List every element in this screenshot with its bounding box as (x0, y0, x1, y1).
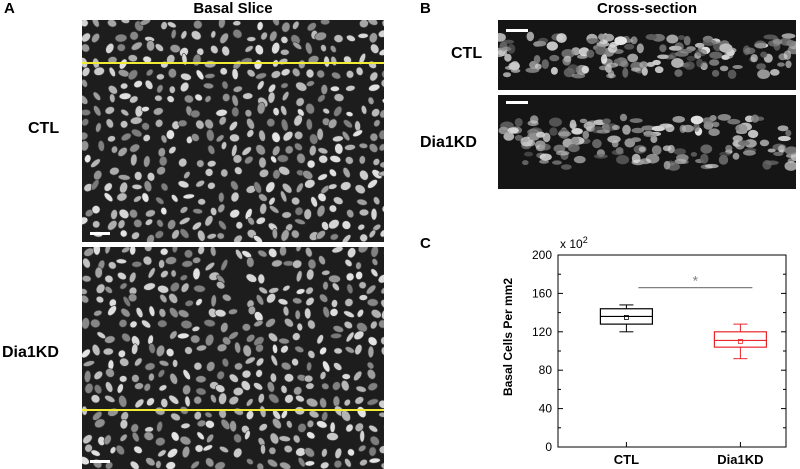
panel-letter-a: A (4, 0, 15, 17)
basal-cells-box-plot: 0 40 80 120 160 200 CTL Dia1KD * Basal Cells P… (501, 235, 787, 467)
mean-marker-ctl (623, 315, 629, 320)
y-axis-label: Basal Cells Per mm2 (501, 278, 515, 396)
significance-asterisk: * (693, 273, 699, 289)
panel-a-row-label-ctl: CTL (28, 120, 60, 137)
panel-letter-b: B (420, 0, 431, 17)
y-tick-label-40: 40 (539, 402, 553, 416)
y-axis-multiplier-base: x 10 (560, 237, 583, 251)
cross-section-dia1kd-scale-bar (506, 101, 528, 104)
basal-slice-dia1kd-guide-line (82, 409, 384, 411)
basal-slice-dia1kd-nuclei (82, 247, 384, 469)
panel-letter-c: C (420, 235, 431, 252)
y-tick-label-120: 120 (532, 325, 552, 339)
mean-marker-dia1kd (737, 339, 743, 344)
basal-slice-dia1kd-scale-bar (90, 460, 110, 463)
cross-section-ctl-nuclei (498, 31, 796, 79)
cross-section-image-ctl (498, 20, 796, 90)
panel-b-row-label-dia1kd: Dia1KD (420, 134, 477, 151)
basal-slice-image-ctl (82, 20, 384, 242)
basal-slice-ctl-scale-bar (90, 232, 110, 235)
panel-b-title: Cross-section (596, 0, 698, 17)
cross-section-dia1kd-nuclei (498, 113, 796, 171)
cross-section-image-dia1kd (498, 95, 796, 189)
panel-a-row-label-dia1kd: Dia1KD (2, 344, 59, 361)
basal-slice-image-dia1kd (82, 247, 384, 469)
y-tick-label-200: 200 (532, 248, 552, 262)
plot-frame (557, 254, 787, 448)
y-tick-label-0: 0 (545, 440, 552, 454)
y-tick-label-160: 160 (532, 286, 552, 300)
basal-slice-ctl-guide-line (82, 62, 384, 64)
cross-section-ctl-scale-bar (506, 29, 528, 32)
panel-b-row-label-ctl: CTL (451, 45, 483, 62)
y-tick-label-80: 80 (539, 363, 553, 377)
x-tick-label-dia1kd: Dia1KD (717, 452, 763, 467)
x-tick-label-ctl: CTL (614, 452, 639, 467)
basal-slice-ctl-nuclei (82, 20, 384, 242)
panel-a-title: Basal Slice (193, 0, 273, 17)
y-axis-multiplier: x 102 (560, 235, 588, 251)
y-axis-multiplier-exponent: 2 (583, 235, 588, 245)
